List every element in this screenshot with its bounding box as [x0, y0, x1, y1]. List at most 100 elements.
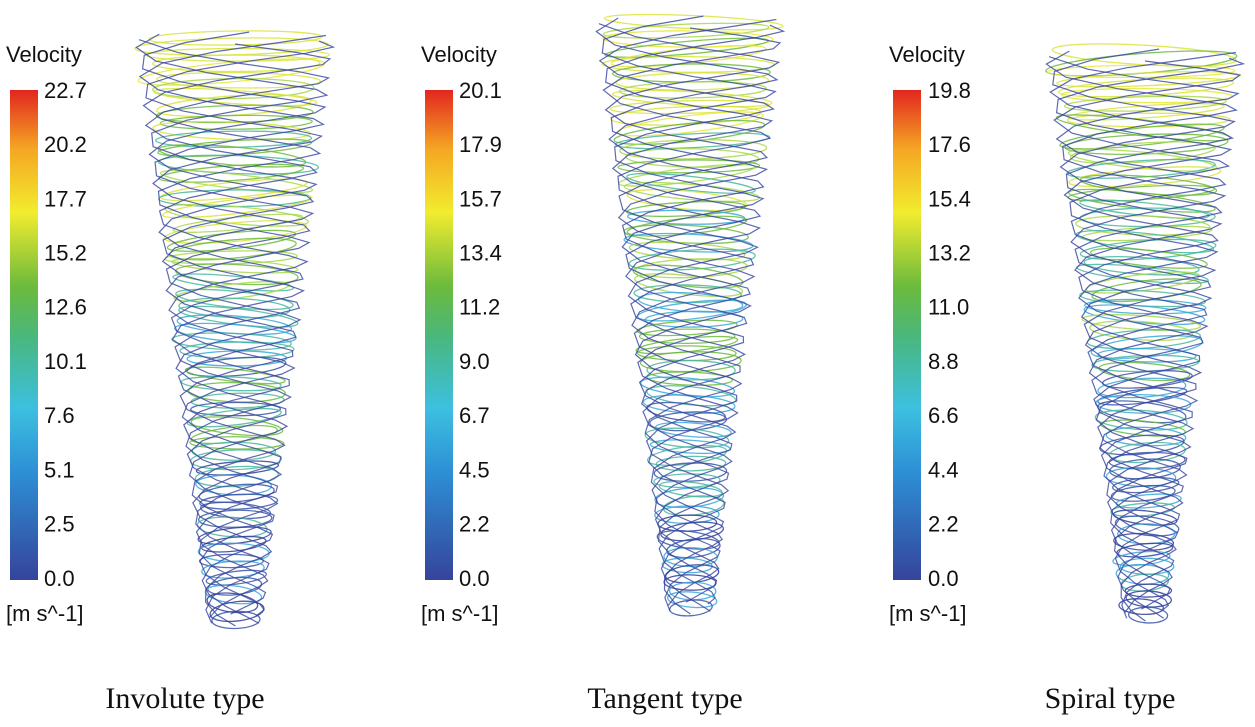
streamline	[640, 376, 736, 398]
streamline	[644, 310, 744, 328]
streamline	[153, 87, 318, 107]
streamline	[1066, 158, 1216, 179]
streamline	[190, 416, 284, 437]
colorbar	[10, 90, 38, 580]
streamline	[175, 288, 294, 311]
colorbar-tick-label: 17.9	[459, 132, 502, 157]
streamline	[1089, 320, 1194, 341]
colorbar-tick-label: 2.2	[459, 512, 490, 537]
streamline	[653, 462, 728, 482]
streamline	[141, 31, 327, 624]
colorbar-tick-label: 0.0	[928, 566, 959, 591]
colorbar-tick-label: 20.1	[459, 78, 502, 103]
colorbar-tick-label: 10.1	[44, 349, 87, 374]
colorbar	[893, 90, 921, 580]
streamline	[1048, 56, 1240, 619]
streamline	[1089, 247, 1208, 269]
streamline	[1046, 64, 1236, 79]
streamline	[1097, 377, 1187, 399]
colorbar-tick-label: 15.7	[459, 186, 502, 211]
colorbar-tick-label: 11.0	[928, 295, 969, 320]
streamline	[1049, 51, 1236, 613]
colorbar-tick-label: 4.5	[459, 457, 490, 482]
legend-unit: [m s^-1]	[421, 601, 499, 626]
colorbar-tick-label: 0.0	[459, 566, 490, 591]
streamline	[1127, 606, 1169, 624]
streamline	[163, 220, 308, 244]
colorbar-tick-label: 15.2	[44, 240, 87, 265]
streamline	[1068, 188, 1216, 213]
streamline	[602, 30, 774, 48]
colorbar-tick-label: 13.2	[928, 240, 971, 265]
streamline	[1053, 60, 1242, 612]
streamline	[614, 132, 771, 150]
colorbar-tick-label: 17.7	[44, 186, 87, 211]
streamline	[138, 39, 331, 624]
streamline	[1059, 123, 1225, 150]
streamline	[638, 328, 736, 344]
streamline	[602, 27, 782, 605]
streamline	[1118, 598, 1164, 616]
streamline	[619, 139, 768, 160]
streamline	[186, 407, 282, 428]
streamline	[1069, 141, 1216, 164]
streamline	[1099, 434, 1185, 456]
streamline	[161, 194, 313, 219]
streamlines	[134, 13, 1246, 630]
streamline	[602, 22, 770, 39]
colorbar-tick-label: 6.6	[928, 403, 959, 428]
streamline	[138, 34, 326, 619]
colorbar-tick-label: 6.7	[459, 403, 490, 428]
legend-title: Velocity	[889, 42, 965, 67]
colorbar-tick-label: 17.6	[928, 132, 971, 157]
legend-unit: [m s^-1]	[6, 601, 84, 626]
streamline	[601, 15, 777, 612]
streamline	[654, 421, 732, 438]
caption: Tangent type	[587, 682, 742, 715]
colorbar-tick-label: 22.7	[44, 78, 87, 103]
streamline	[156, 71, 322, 89]
colorbar-tick-label: 8.8	[928, 349, 959, 374]
streamline	[1055, 57, 1246, 610]
streamline	[1067, 102, 1225, 121]
streamline	[615, 72, 770, 91]
streamline	[184, 366, 286, 385]
streamline	[190, 401, 282, 417]
colorbar-tick-label: 20.2	[44, 132, 87, 157]
streamline	[145, 40, 336, 615]
streamline	[646, 359, 736, 381]
streamline	[1068, 166, 1222, 188]
streamline	[180, 376, 282, 392]
streamline	[1052, 48, 1237, 619]
streamline	[666, 591, 718, 609]
colorbar-tick-label: 2.5	[44, 512, 75, 537]
streamline	[142, 43, 332, 617]
streamline	[1084, 298, 1207, 315]
colorbar-tick-label: 2.2	[928, 512, 959, 537]
colorbar-tick-label: 4.4	[928, 457, 959, 482]
streamline	[209, 600, 265, 623]
streamline	[634, 273, 744, 298]
legend-title: Velocity	[421, 42, 497, 67]
streamline	[148, 30, 323, 46]
streamline	[194, 465, 279, 488]
streamline	[655, 455, 727, 472]
streamline	[159, 114, 313, 130]
streamline	[135, 33, 329, 627]
colorbar-tick-label: 5.1	[44, 457, 75, 482]
streamline	[626, 172, 756, 195]
legend-unit: [m s^-1]	[889, 601, 967, 626]
colorbar-tick-label: 9.0	[459, 349, 490, 374]
caption: Involute type	[105, 682, 264, 715]
colorbar-tick-label: 15.4	[928, 186, 971, 211]
legends: Velocity 22.7 20.2 17.7 15.2 12.6 10.1 7.6 5.1 2.…	[6, 42, 1175, 715]
streamline	[157, 154, 320, 175]
streamline	[159, 169, 314, 194]
streamline	[609, 99, 770, 115]
streamline	[1075, 215, 1211, 236]
colorbar-tick-label: 11.2	[459, 295, 500, 320]
streamline	[595, 17, 779, 615]
colorbar-tick-label: 13.4	[459, 240, 502, 265]
colorbar-tick-label: 7.6	[44, 403, 75, 428]
